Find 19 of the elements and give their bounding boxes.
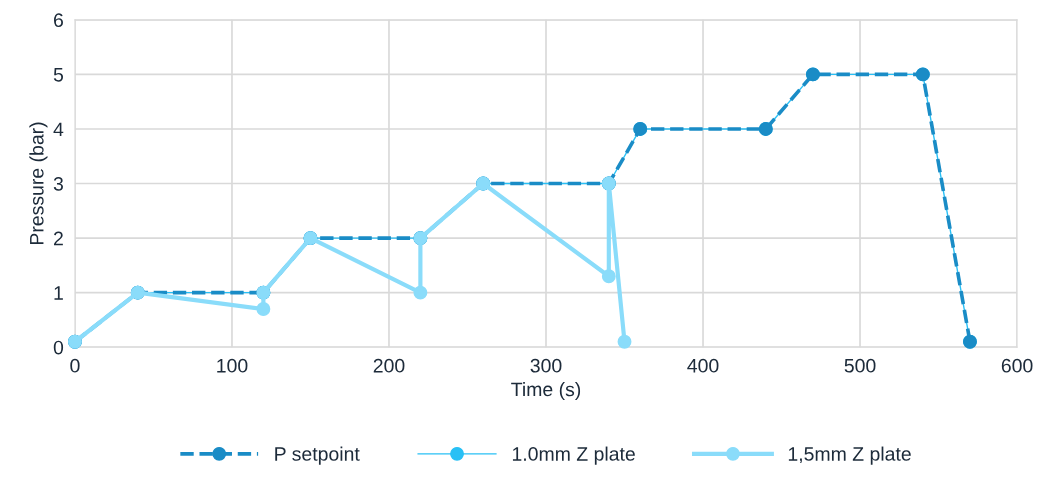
x-tick-label: 200 xyxy=(373,358,405,373)
legend-label: 1,5mm Z plate xyxy=(788,446,911,465)
y-tick-label: 5 xyxy=(53,68,64,82)
legend-label: P setpoint xyxy=(275,446,360,465)
legend-label: 1.0mm Z plate xyxy=(512,446,635,465)
y-tick-label: 6 xyxy=(54,13,63,28)
y-tick-label: 2 xyxy=(54,231,63,246)
y-tick-label: 1 xyxy=(54,286,63,300)
x-axis-title: Time (s) xyxy=(511,381,581,401)
y-axis-title: Pressure (bar) xyxy=(29,122,48,245)
x-tick-label: 0 xyxy=(70,358,80,373)
x-tick-label: 300 xyxy=(530,358,562,373)
x-tick-label: 600 xyxy=(1001,358,1033,373)
y-tick-label: 4 xyxy=(53,122,64,137)
x-tick-label: 400 xyxy=(687,358,719,373)
x-tick-label: 500 xyxy=(844,358,876,373)
y-tick-label: 3 xyxy=(53,176,63,191)
y-tick-label: 0 xyxy=(53,340,64,355)
x-tick-label: 100 xyxy=(217,358,248,373)
